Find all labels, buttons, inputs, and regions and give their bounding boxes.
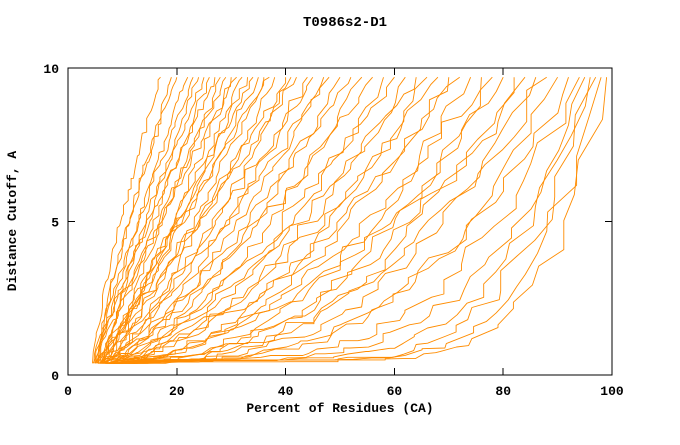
x-tick-label: 100 xyxy=(600,384,624,399)
model-curve xyxy=(109,77,450,364)
model-curve xyxy=(92,77,216,364)
model-curve xyxy=(111,76,341,364)
model-curve xyxy=(93,77,189,364)
model-curve xyxy=(106,76,439,364)
axes xyxy=(67,67,613,376)
model-curve xyxy=(107,77,482,364)
model-curves xyxy=(92,76,608,364)
model-curve xyxy=(127,77,591,364)
model-curve xyxy=(100,77,194,364)
model-curve xyxy=(111,76,493,364)
model-curve xyxy=(94,76,237,364)
y-tick-label: 0 xyxy=(51,369,59,384)
model-curve xyxy=(109,76,526,364)
model-curve xyxy=(104,76,243,364)
model-curve xyxy=(100,77,417,364)
model-curve xyxy=(94,77,172,364)
x-tick-label: 20 xyxy=(169,384,185,399)
model-curve xyxy=(114,77,569,364)
x-tick-label: 0 xyxy=(64,384,72,399)
model-curve xyxy=(92,76,161,364)
y-tick-label: 5 xyxy=(51,216,59,231)
model-curve xyxy=(115,77,472,364)
x-tick-label: 80 xyxy=(495,384,511,399)
model-curve xyxy=(112,77,384,364)
model-curve xyxy=(98,76,330,364)
model-curve xyxy=(99,77,210,364)
model-curve xyxy=(103,76,292,364)
model-curve xyxy=(97,76,373,364)
model-curve xyxy=(95,76,270,364)
model-curve xyxy=(130,77,608,364)
model-curve xyxy=(96,77,297,364)
x-tick-label: 40 xyxy=(278,384,294,399)
y-axis-label: Distance Cutoff, A xyxy=(5,151,20,292)
model-curve xyxy=(95,77,200,364)
model-curve xyxy=(97,77,178,364)
tick-labels: 0 20 40 60 80 100 0 5 10 xyxy=(43,62,624,399)
chart-title: T0986s2-D1 xyxy=(303,15,387,31)
y-tick-label: 10 xyxy=(43,62,59,77)
model-curve xyxy=(100,76,314,364)
x-tick-label: 60 xyxy=(387,384,403,399)
x-axis-label: Percent of Residues (CA) xyxy=(246,401,433,416)
model-curve xyxy=(103,77,504,364)
model-curve xyxy=(101,76,460,364)
model-curve xyxy=(109,76,308,364)
model-curve xyxy=(99,77,259,364)
model-curve xyxy=(105,77,325,364)
model-curve xyxy=(122,77,586,364)
model-curve xyxy=(125,76,597,364)
model-curve xyxy=(104,76,395,364)
model-curve xyxy=(105,76,547,364)
